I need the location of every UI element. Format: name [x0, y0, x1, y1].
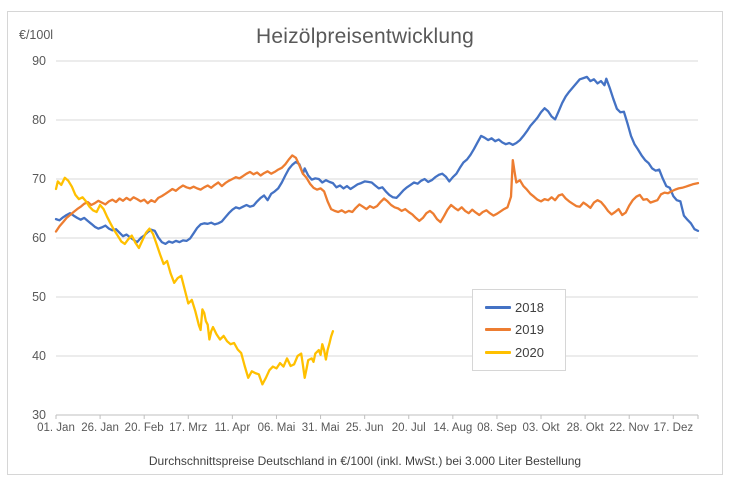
legend-line-swatch	[485, 328, 511, 332]
legend-line-swatch	[485, 305, 511, 309]
x-tick-label: 28. Okt	[566, 422, 604, 434]
series-line-2018	[54, 75, 700, 246]
legend-label: 2018	[515, 299, 544, 315]
series-line-2020	[54, 176, 335, 386]
x-tick-label: 20. Jul	[391, 422, 426, 434]
legend-line-swatch	[485, 351, 511, 355]
x-tick-label: 11. Apr	[214, 422, 251, 434]
x-tick-label: 26. Jan	[81, 422, 119, 434]
y-axis-title: €/100l	[19, 28, 54, 42]
y-tick-label: 50	[32, 290, 46, 304]
y-tick-label: 80	[32, 113, 46, 127]
x-tick-label: 17. Mrz	[169, 422, 208, 434]
y-tick-label: 40	[32, 349, 46, 363]
chart-frame: Heizölpreisentwicklung €/100l 90 80 70 60 50…	[7, 11, 723, 475]
y-tick-label: 30	[32, 408, 46, 422]
x-tick-label: 20. Feb	[124, 422, 164, 434]
x-tick-label: 08. Sep	[477, 422, 517, 434]
x-tick-label: 31. Mai	[301, 422, 340, 434]
x-tick-label: 14. Aug	[433, 422, 473, 434]
x-tick-label: 03. Okt	[522, 422, 560, 434]
legend-item-2019: 2019	[485, 322, 559, 337]
legend-item-2020: 2020	[485, 345, 559, 360]
y-tick-label: 70	[32, 172, 46, 186]
x-tick-label: 01. Jan	[37, 422, 75, 434]
chart-title: Heizölpreisentwicklung	[256, 25, 474, 48]
plot-area	[54, 60, 700, 419]
y-tick-label: 60	[32, 231, 46, 245]
legend-item-2018: 2018	[485, 300, 559, 315]
series-line-2019	[54, 154, 700, 233]
x-tick-label: 06. Mai	[257, 422, 296, 434]
legend: 2018 2019 2020	[472, 289, 566, 371]
x-tick-label: 22. Nov	[609, 422, 650, 434]
x-tick-label: 17. Dez	[653, 422, 694, 434]
chart-footnote: Durchschnittspreise Deutschland in €/100…	[148, 454, 582, 468]
y-tick-label: 90	[32, 54, 46, 68]
x-tick-label: 25. Jun	[345, 422, 384, 434]
legend-label: 2020	[515, 345, 544, 361]
legend-label: 2019	[515, 322, 544, 338]
